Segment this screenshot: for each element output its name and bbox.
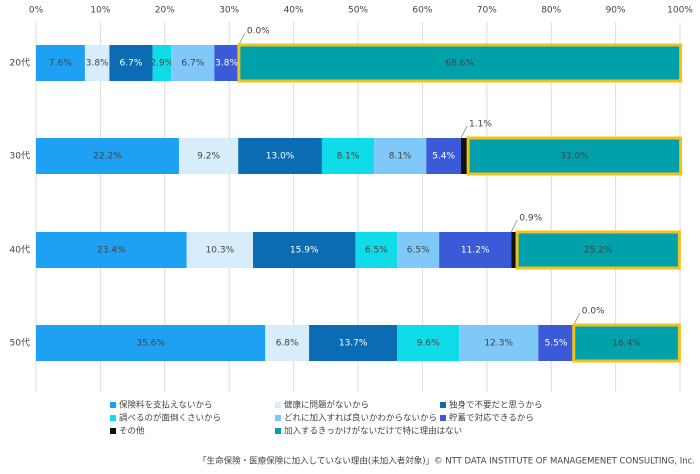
x-tick-label: 40% <box>284 6 304 16</box>
legend-label: 貯蓄で対応できるから <box>449 413 534 424</box>
value-label: 15.9% <box>290 246 319 256</box>
value-label: 5.5% <box>545 339 568 349</box>
bar-segment <box>439 232 512 268</box>
bar-segment <box>321 138 375 174</box>
legend-label: 保険料を支払えないから <box>119 400 213 411</box>
value-label: 0.9% <box>519 214 542 224</box>
bar-segment <box>36 45 85 81</box>
legend-label: 加入するきっかけがないだけで特に理由はない <box>284 426 462 437</box>
x-tick-label: 60% <box>412 6 432 16</box>
value-label: 8.1% <box>337 152 360 162</box>
value-label: 6.8% <box>276 339 299 349</box>
value-label: 3.8% <box>215 59 238 69</box>
bar-segment <box>36 138 179 174</box>
leader-line <box>238 32 246 46</box>
leader-line <box>510 219 518 233</box>
legend-swatch <box>275 415 281 421</box>
x-tick-label: 0% <box>29 6 44 16</box>
value-label: 5.4% <box>432 152 455 162</box>
value-label: 12.3% <box>484 339 513 349</box>
value-label: 0.0% <box>247 27 270 37</box>
bar-segment <box>178 138 239 174</box>
bar-segment <box>186 232 254 268</box>
value-label: 35.6% <box>136 339 165 349</box>
x-tick-label: 50% <box>348 6 368 16</box>
bar-segment <box>397 325 460 361</box>
value-label: 23.4% <box>97 246 126 256</box>
bar-segment <box>572 323 681 363</box>
bar-segment <box>36 232 187 268</box>
value-label: 6.5% <box>407 246 430 256</box>
value-label: 22.2% <box>93 152 122 162</box>
leader-line <box>573 312 581 326</box>
value-label: 16.4% <box>612 339 641 349</box>
bar-segment <box>515 230 681 270</box>
value-label: 8.1% <box>389 152 412 162</box>
bar-segment <box>538 325 574 361</box>
x-tick-label: 30% <box>219 6 239 16</box>
x-tick-label: 20% <box>155 6 175 16</box>
legend-label: その他 <box>119 426 145 437</box>
value-label: 13.0% <box>266 152 295 162</box>
y-tick-label: 50代 <box>10 338 30 349</box>
value-label: 1.1% <box>469 120 492 130</box>
value-label: 2.9% <box>150 59 173 69</box>
bar-segment <box>426 138 462 174</box>
leader-line <box>460 125 468 139</box>
value-label: 6.5% <box>365 246 388 256</box>
x-tick-label: 100% <box>667 6 693 16</box>
value-label: 3.8% <box>86 59 109 69</box>
legend-label: 健康に問題がないから <box>284 400 369 411</box>
bar-segment <box>253 232 356 268</box>
value-label: 13.7% <box>339 339 368 349</box>
bar-segment <box>36 325 266 361</box>
bar-segment <box>214 45 239 81</box>
bar-segment <box>511 232 518 268</box>
bar-segment <box>109 45 153 81</box>
x-tick-label: 90% <box>606 6 626 16</box>
value-label: 9.2% <box>197 152 220 162</box>
y-tick-label: 20代 <box>10 58 30 69</box>
bar-segment <box>466 136 683 176</box>
legend-swatch <box>275 428 281 434</box>
legend-swatch <box>440 415 446 421</box>
bar-segment <box>459 325 539 361</box>
legend-swatch <box>110 428 116 434</box>
legend-swatch <box>110 415 116 421</box>
bar-segment <box>152 45 172 81</box>
value-label: 25.2% <box>584 246 613 256</box>
bar-segment <box>374 138 427 174</box>
x-tick-label: 10% <box>90 6 110 16</box>
bar-segment <box>309 325 398 361</box>
value-label: 6.7% <box>120 59 143 69</box>
x-tick-label: 80% <box>541 6 561 16</box>
legend-swatch <box>110 402 116 408</box>
legend-label: 独身で不要だと思うから <box>449 400 543 411</box>
legend-label: どれに加入すれば良いかわからないから <box>284 413 437 424</box>
bar-segment <box>237 43 683 83</box>
value-label: 6.7% <box>181 59 204 69</box>
bar-segment <box>171 45 215 81</box>
source-note: 「生命保険・医療保険に加入していない理由(未加入者対象)」© NTT DATA … <box>198 456 695 467</box>
y-tick-label: 30代 <box>10 151 30 162</box>
legend-swatch <box>275 402 281 408</box>
bar-segment <box>238 138 322 174</box>
y-tick-label: 40代 <box>10 245 30 256</box>
value-label: 7.6% <box>49 59 72 69</box>
bar-segment <box>355 232 398 268</box>
value-label: 68.6% <box>445 59 474 69</box>
value-label: 9.6% <box>417 339 440 349</box>
legend-swatch <box>440 402 446 408</box>
x-tick-label: 70% <box>477 6 497 16</box>
bar-segment <box>461 138 469 174</box>
value-label: 0.0% <box>582 307 605 317</box>
value-label: 10.3% <box>206 246 235 256</box>
bar-segment <box>265 325 310 361</box>
legend-label: 調べるのが面倒くさいから <box>119 413 221 424</box>
value-label: 33.0% <box>560 152 589 162</box>
bar-segment <box>84 45 110 81</box>
value-label: 11.2% <box>461 246 490 256</box>
bar-segment <box>397 232 440 268</box>
